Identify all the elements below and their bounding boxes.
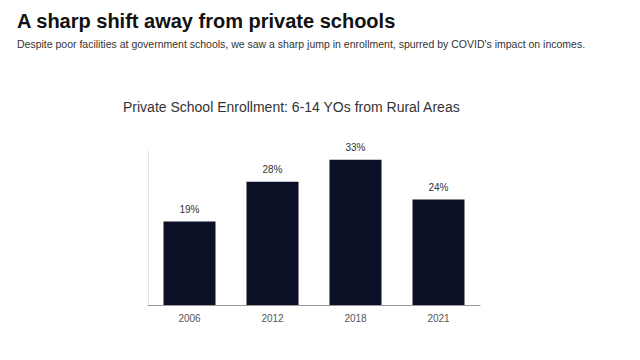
svg-text:2012: 2012 <box>261 313 284 324</box>
svg-text:19%: 19% <box>179 204 199 215</box>
svg-text:Despite poor facilities at gov: Despite poor facilities at government sc… <box>17 38 585 50</box>
svg-text:2018: 2018 <box>344 313 367 324</box>
svg-text:2006: 2006 <box>178 313 201 324</box>
svg-text:2021: 2021 <box>427 313 450 324</box>
svg-text:A sharp shift away from privat: A sharp shift away from private schools <box>17 10 395 32</box>
svg-text:33%: 33% <box>345 142 365 153</box>
svg-text:28%: 28% <box>262 164 282 175</box>
svg-text:Private School Enrollment: 6-1: Private School Enrollment: 6-14 YOs from… <box>123 99 460 115</box>
svg-text:24%: 24% <box>428 182 448 193</box>
